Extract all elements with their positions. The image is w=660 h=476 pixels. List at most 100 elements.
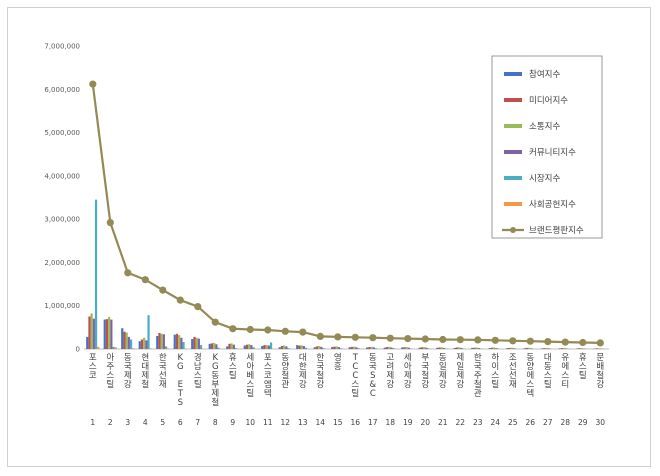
x-index-label: 28	[561, 418, 571, 427]
bar	[493, 347, 496, 349]
bar	[506, 348, 509, 349]
line-point	[439, 335, 447, 344]
bar	[164, 346, 168, 349]
y-tick-label: 7,000,000	[44, 43, 80, 51]
bar	[90, 313, 93, 349]
bar	[322, 348, 325, 349]
bar	[453, 347, 456, 349]
legend-marker	[510, 227, 516, 233]
y-tick-label: 2,000,000	[44, 259, 80, 267]
line-point	[159, 286, 167, 294]
bar	[475, 347, 478, 349]
bar	[123, 331, 126, 349]
legend-swatch	[504, 202, 522, 206]
bar	[287, 348, 290, 349]
x-index-label: 6	[178, 418, 183, 427]
bar	[512, 348, 515, 349]
bar	[147, 315, 150, 349]
bar	[132, 348, 135, 349]
bar	[199, 345, 203, 349]
y-tick-label: 4,000,000	[44, 172, 80, 180]
bar	[173, 334, 176, 349]
x-index-label: 29	[578, 418, 588, 427]
legend-swatch	[504, 72, 522, 76]
line-point	[456, 336, 464, 344]
bar	[243, 345, 246, 349]
bar	[565, 348, 568, 349]
legend-label: 커뮤니티지수	[529, 147, 576, 158]
legend-label: 참여지수	[529, 69, 560, 80]
bar	[368, 347, 371, 349]
bar	[578, 348, 581, 349]
bar	[94, 199, 98, 349]
bar	[121, 328, 124, 349]
line-point	[229, 325, 237, 333]
bar	[265, 345, 268, 349]
bar	[390, 347, 393, 349]
x-index-label: 1	[90, 418, 95, 427]
line-point	[176, 296, 184, 304]
legend-swatch	[504, 124, 522, 128]
bar	[455, 347, 459, 349]
legend-label: 사회공헌지수	[529, 200, 576, 210]
bar	[315, 346, 319, 349]
line-point	[526, 337, 534, 345]
bar	[337, 347, 340, 349]
bar	[114, 347, 117, 349]
bar	[353, 346, 356, 349]
bar	[374, 348, 378, 349]
bar	[438, 347, 441, 349]
line-point	[211, 318, 219, 326]
x-index-label: 21	[438, 418, 448, 427]
line-point	[281, 327, 289, 335]
bar	[175, 333, 179, 349]
x-index-label: 10	[246, 418, 256, 427]
bar	[112, 346, 115, 349]
legend-box	[491, 55, 603, 239]
x-index-label: 8	[213, 418, 218, 427]
x-index-label: 16	[351, 418, 361, 427]
bar	[442, 347, 445, 349]
bar	[213, 342, 216, 349]
bar	[158, 332, 161, 349]
x-index-label: 20	[421, 418, 431, 427]
x-index-label: 12	[281, 418, 291, 427]
bar	[525, 347, 529, 349]
line-point	[579, 338, 587, 347]
bar	[318, 345, 321, 349]
bar	[92, 318, 95, 349]
bar	[156, 336, 159, 349]
line-point	[404, 335, 412, 343]
bar	[283, 345, 286, 349]
bar	[248, 344, 251, 349]
bar	[440, 347, 443, 349]
legend-label: 소통지수	[529, 122, 560, 132]
bar	[339, 348, 343, 349]
bar	[138, 341, 141, 349]
bar	[280, 345, 284, 349]
bar	[302, 345, 305, 349]
bar	[335, 346, 338, 349]
bar	[178, 335, 181, 349]
bar	[510, 347, 513, 349]
x-index-label: 22	[456, 418, 466, 427]
line-point	[334, 333, 342, 341]
bar	[547, 348, 550, 349]
x-index-label: 5	[160, 418, 165, 427]
bar	[385, 347, 389, 349]
bar	[252, 347, 255, 349]
x-index-label: 7	[195, 418, 200, 427]
bar	[167, 348, 170, 349]
bar	[560, 348, 564, 349]
bar	[140, 339, 144, 349]
bar	[558, 348, 561, 349]
